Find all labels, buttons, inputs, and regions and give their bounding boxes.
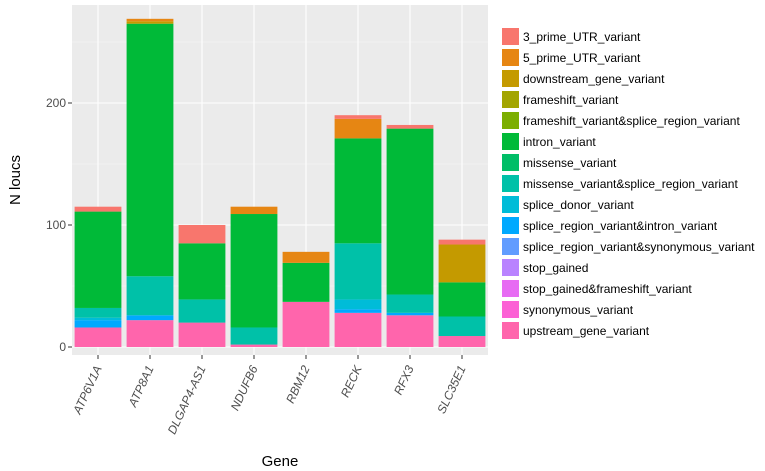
y-axis-title: N loucs (7, 155, 24, 205)
legend-label: 5_prime_UTR_variant (523, 51, 641, 65)
bar-segment-upstream-gene-variant (230, 344, 278, 347)
bar-segment-upstream-gene-variant (386, 315, 434, 347)
y-axis: 0 100 200 (46, 96, 72, 354)
bar-segment-3-prime-utr-variant (334, 115, 382, 119)
legend-label: 3_prime_UTR_variant (523, 30, 641, 44)
bar-segment-5-prime-utr-variant (230, 206, 278, 215)
bar-segment-splice-region-variant-intron-variant (74, 320, 122, 328)
x-tick-label: RECK (338, 362, 365, 399)
legend-label: upstream_gene_variant (523, 324, 650, 338)
bar-segment-upstream-gene-variant (334, 312, 382, 347)
x-axis-title: Gene (262, 453, 299, 470)
legend-label: intron_variant (523, 135, 596, 149)
legend-swatch (502, 280, 519, 297)
legend-swatch (502, 175, 519, 192)
bar-segment-missense-variant-splice-region-variant (386, 294, 434, 313)
bar-segment-upstream-gene-variant (282, 301, 330, 347)
bar-segment-3-prime-utr-variant (386, 124, 434, 129)
x-tick-label: NDUFB6 (228, 363, 261, 413)
x-tick-label: DLGAP4-AS1 (165, 363, 209, 436)
y-tick-label: 0 (59, 340, 66, 354)
legend-swatch (502, 196, 519, 213)
bar-segment-5-prime-utr-variant (282, 251, 330, 263)
bar-segment-missense-variant-splice-region-variant (74, 307, 122, 318)
bar-segment-missense-variant-splice-region-variant (178, 299, 226, 323)
legend-swatch (502, 70, 519, 87)
legend-label: synonymous_variant (523, 303, 634, 317)
legend: 3_prime_UTR_variant 5_prime_UTR_variantdo… (502, 28, 755, 339)
x-tick-label: ATP8A1 (125, 363, 157, 410)
legend-swatch (502, 301, 519, 318)
legend-label: frameshift_variant (523, 93, 619, 107)
bar-segment-missense-variant-splice-region-variant (334, 243, 382, 300)
legend-label: splice_region_variant&intron_variant (523, 219, 718, 233)
legend-label: missense_variant&splice_region_variant (523, 177, 738, 191)
bar-segment-5-prime-utr-variant (334, 118, 382, 139)
bar-segment-3-prime-utr-variant (74, 206, 122, 212)
bar-segment-intron-variant (282, 262, 330, 302)
x-axis: ATP6V1A ATP8A1 DLGAP4-AS1 NDUFB6 RBM12 RECK RF… (70, 355, 469, 436)
legend-label: stop_gained&frameshift_variant (523, 282, 692, 296)
legend-label: missense_variant (523, 156, 617, 170)
legend-swatch (502, 28, 519, 45)
legend-swatch (502, 91, 519, 108)
legend-label: splice_donor_variant (523, 198, 634, 212)
x-tick-label: RBM12 (283, 363, 313, 405)
bar-segment-downstream-gene-variant (126, 21, 174, 24)
bar-segment-intron-variant (438, 282, 486, 317)
legend-label: stop_gained (523, 261, 588, 275)
legend-label: downstream_gene_variant (523, 72, 665, 86)
y-tick-label: 200 (46, 96, 66, 110)
bar-segment-intron-variant (386, 128, 434, 295)
bar-segment-intron-variant (178, 243, 226, 300)
legend-swatch (502, 322, 519, 339)
legend-swatch (502, 133, 519, 150)
bar-segment-upstream-gene-variant (126, 320, 174, 347)
legend-swatch (502, 259, 519, 276)
bar-segment-intron-variant (230, 214, 278, 328)
bar-segment-upstream-gene-variant (438, 336, 486, 347)
bar-segment-upstream-gene-variant (74, 327, 122, 347)
legend-swatch (502, 217, 519, 234)
legend-swatch (502, 238, 519, 255)
bar-segment-5-prime-utr-variant (126, 18, 174, 22)
bar-segment-3-prime-utr-variant (438, 239, 486, 245)
legend-swatch (502, 154, 519, 171)
legend-label: frameshift_variant&splice_region_variant (523, 114, 740, 128)
legend-swatch (502, 49, 519, 66)
bar-segment-intron-variant (74, 211, 122, 308)
legend-label: splice_region_variant&synonymous_variant (523, 240, 755, 254)
x-tick-label: SLC35E1 (434, 363, 468, 415)
y-tick-label: 100 (46, 218, 66, 232)
bar-segment-splice-region-variant-intron-variant (386, 312, 434, 316)
bar-segment-intron-variant (334, 138, 382, 244)
x-tick-label: ATP6V1A (70, 363, 105, 417)
bar-segment-splice-region-variant-intron-variant (126, 315, 174, 321)
bar-segment-missense-variant-splice-region-variant (126, 276, 174, 316)
bar-segment-splice-donor-variant (74, 317, 122, 321)
bar-segment-downstream-gene-variant (438, 244, 486, 283)
bar-segment-3-prime-utr-variant (178, 225, 226, 244)
bar-segment-missense-variant-splice-region-variant (438, 316, 486, 337)
legend-swatch (502, 112, 519, 129)
bar-segment-missense-variant-splice-region-variant (230, 327, 278, 345)
bars-layer (74, 18, 486, 347)
x-tick-label: RFX3 (391, 363, 417, 397)
bar-segment-upstream-gene-variant (178, 322, 226, 347)
bar-segment-splice-donor-variant (334, 299, 382, 310)
bar-segment-splice-region-variant-intron-variant (334, 309, 382, 313)
bar-segment-intron-variant (126, 23, 174, 277)
